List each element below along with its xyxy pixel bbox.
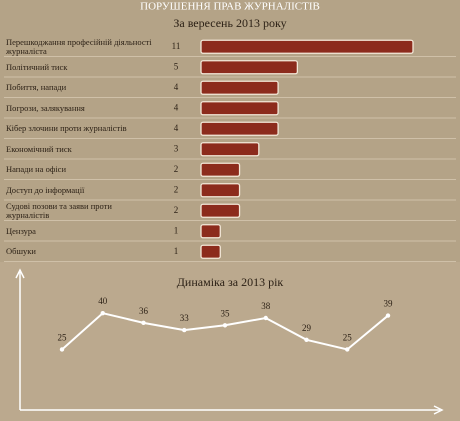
- category-label: Перешкоджання професійній діяльності жур…: [6, 36, 152, 56]
- point: [222, 323, 228, 328]
- value-label: 11: [172, 41, 181, 51]
- bar: [200, 162, 241, 177]
- value-label: 39: [384, 299, 394, 309]
- category-label: Побиття, напади: [6, 82, 67, 93]
- category-label: Цензура: [6, 225, 36, 236]
- panel: [0, 262, 460, 421]
- category-label: Економічний тиск: [6, 143, 72, 154]
- axis-arrow: [433, 405, 444, 415]
- value-label: 1: [174, 225, 179, 235]
- chart-title: ПОРУШЕННЯ ПРАВ ЖУРНАЛІСТІВ: [140, 1, 320, 13]
- value-label: 36: [139, 306, 149, 316]
- point: [263, 315, 268, 321]
- value-label: 40: [98, 296, 108, 306]
- value-label: 25: [343, 333, 353, 343]
- value-label: 35: [221, 308, 231, 318]
- value-label: 2: [174, 164, 179, 174]
- point: [141, 320, 146, 326]
- bar: [200, 203, 241, 218]
- chart-title: Динаміка за 2013 рік: [177, 275, 284, 289]
- axis-arrow: [15, 268, 25, 279]
- point: [59, 347, 65, 352]
- value-label: 2: [174, 184, 179, 194]
- value-label: 29: [302, 323, 312, 333]
- category-label: Обшуки: [6, 246, 36, 257]
- value-label: 4: [174, 102, 179, 112]
- bar: [200, 142, 260, 157]
- value-label: 5: [174, 61, 179, 71]
- value-label: 4: [174, 82, 179, 92]
- category-label: Кібер злочини проти журналістів: [6, 123, 127, 134]
- bar: [200, 101, 279, 116]
- point: [385, 313, 391, 318]
- category-label: Погрози, залякування: [6, 102, 85, 113]
- bar: [200, 121, 279, 136]
- bar: [200, 80, 279, 95]
- bar: [200, 244, 221, 259]
- value-label: 38: [261, 301, 271, 311]
- bar: [200, 39, 414, 54]
- bar: [200, 60, 299, 75]
- point: [100, 310, 105, 316]
- category-label: Доступ до інформації: [6, 184, 85, 195]
- point: [182, 327, 187, 333]
- value-label: 2: [174, 205, 179, 215]
- value-label: 3: [174, 143, 179, 153]
- bar: [200, 224, 221, 239]
- bar: [200, 183, 241, 198]
- chart-subtitle: За вересень 2013 року: [173, 16, 286, 30]
- value-label: 25: [58, 333, 68, 343]
- value-label: 1: [174, 246, 179, 256]
- category-label: Політичний тиск: [6, 61, 68, 72]
- category-label: Напади на офіси: [6, 164, 67, 175]
- category-label: Судові позови та заяви проти журналістів: [6, 200, 112, 220]
- point: [304, 337, 309, 342]
- value-label: 33: [180, 313, 190, 323]
- value-label: 4: [174, 123, 179, 133]
- point: [345, 347, 350, 352]
